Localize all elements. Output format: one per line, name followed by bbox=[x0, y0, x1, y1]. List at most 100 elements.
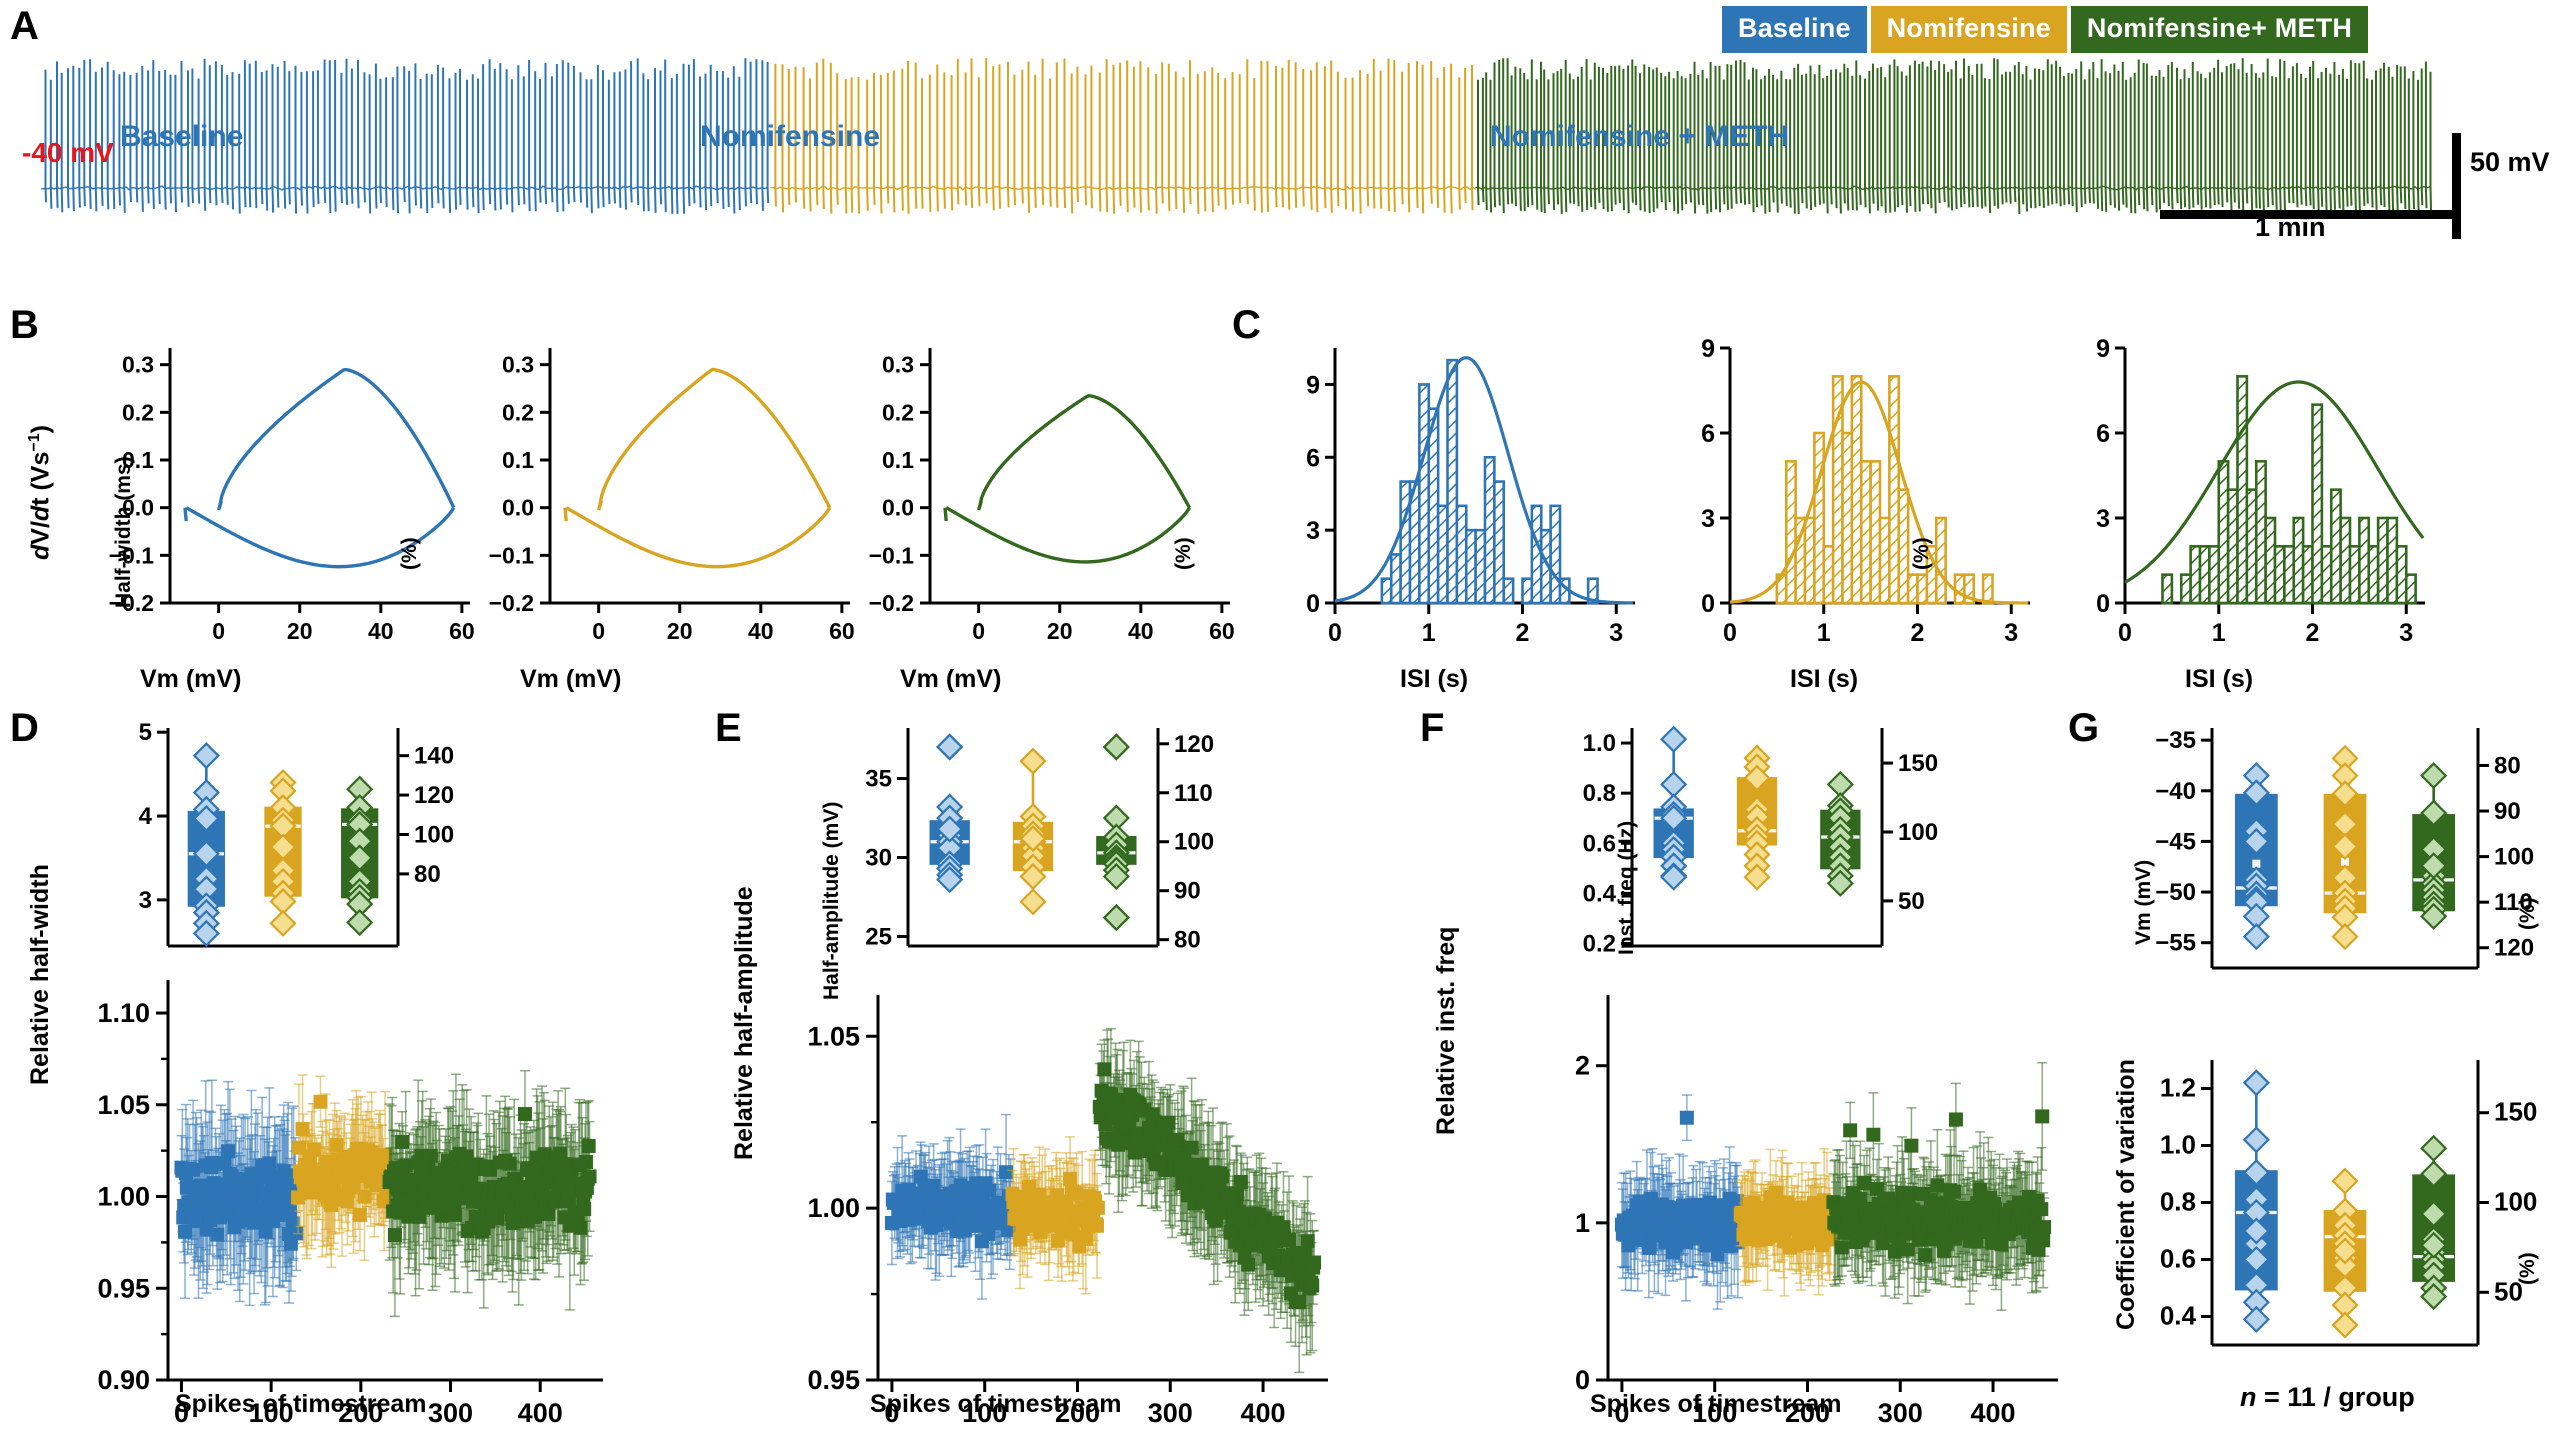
scatter-point bbox=[1305, 1278, 1320, 1293]
box-rtick: 100 bbox=[414, 821, 454, 848]
scatter-point bbox=[313, 1094, 328, 1109]
scatter-point bbox=[1090, 1200, 1105, 1215]
histogram-bar bbox=[1953, 573, 1966, 605]
box-rtick: 50 bbox=[2494, 1276, 2523, 1306]
box-rtick: 50 bbox=[1898, 888, 1925, 915]
histogram-fit-curve bbox=[1729, 380, 2029, 605]
box-data-point bbox=[2420, 902, 2448, 930]
panel-b-xtick: 0 bbox=[212, 618, 225, 644]
box-rtick: 150 bbox=[1898, 750, 1938, 777]
panel-b-xtick: 40 bbox=[368, 618, 394, 644]
box-data-point bbox=[192, 804, 220, 833]
histogram-fit-curve bbox=[1334, 356, 1634, 605]
n-italic: n bbox=[2240, 1382, 2257, 1412]
scatter-point bbox=[2037, 1220, 2052, 1235]
histogram-bar bbox=[2161, 573, 2174, 605]
panel-b-ytick: 0.0 bbox=[882, 495, 914, 521]
panel-b-ytick: −0.1 bbox=[489, 542, 535, 568]
trace-label-nomifensine: Nomifensine bbox=[700, 120, 881, 153]
panel-c-ytick: 0 bbox=[2096, 590, 2110, 618]
histogram-bar bbox=[1963, 573, 1976, 605]
box-ytick: −40 bbox=[2155, 778, 2196, 805]
box-data-point bbox=[2242, 1159, 2270, 1187]
histogram-bar bbox=[2376, 516, 2389, 605]
panel-c-xtick: 0 bbox=[1328, 619, 1342, 647]
histogram-bar bbox=[2404, 573, 2417, 605]
panel-c-ytick: 9 bbox=[1306, 371, 1320, 399]
histogram-bar bbox=[2208, 545, 2221, 605]
histogram-bar bbox=[1803, 516, 1816, 605]
histogram-bar bbox=[1502, 577, 1515, 605]
panel-b-ytick: −0.1 bbox=[109, 542, 155, 568]
scatter-xtick: 100 bbox=[249, 1398, 294, 1428]
panel-b-ytick: 0.3 bbox=[882, 352, 914, 378]
histogram-bar bbox=[2273, 545, 2286, 605]
box-ytick: 25 bbox=[865, 924, 892, 951]
box-data-point bbox=[2420, 1231, 2448, 1259]
box-data-point bbox=[2242, 1245, 2270, 1274]
panel-c-ytick: 3 bbox=[2096, 505, 2110, 533]
scatter-ytick: 0.95 bbox=[807, 1365, 860, 1395]
box-ytick: 4 bbox=[139, 803, 153, 830]
scatter-xtick: 100 bbox=[1692, 1398, 1737, 1428]
histogram-bar bbox=[1483, 455, 1496, 605]
panel-c-xtick: 2 bbox=[2306, 619, 2320, 647]
box-rtick: 100 bbox=[1174, 829, 1214, 856]
panel-d-xlabel: Spikes of timestream bbox=[175, 1390, 427, 1418]
box-data-point bbox=[2420, 1282, 2448, 1311]
scalebar-time-label: 1 min bbox=[2255, 212, 2326, 242]
panel-c-plots: 0 3 6 9 0 1 2 3 0 3 6 9 0 1 2 3 0 3 6 9 0 1 2 3 bbox=[1306, 335, 2425, 647]
box-data-point bbox=[2420, 799, 2448, 827]
histogram-bar bbox=[2320, 545, 2333, 605]
histogram-bar bbox=[1389, 553, 1402, 605]
histogram-bar bbox=[1813, 431, 1826, 605]
box-ytick: 30 bbox=[865, 845, 892, 872]
histogram-bar bbox=[1841, 431, 1854, 605]
trace-label-baseline: Baseline bbox=[120, 120, 244, 153]
scalebar-voltage-label: 50 mV bbox=[2470, 147, 2550, 177]
box-ytick: −45 bbox=[2155, 828, 2196, 855]
box-data-point bbox=[2242, 779, 2270, 807]
scatter-point bbox=[1679, 1110, 1694, 1125]
histogram-bar bbox=[1822, 545, 1835, 605]
scatter-point bbox=[2035, 1109, 2050, 1124]
box-ytick: 0.8 bbox=[1583, 780, 1616, 807]
panel-c-ytick: 9 bbox=[2096, 335, 2110, 363]
scatter-ytick: 1.10 bbox=[97, 998, 150, 1028]
scatter-xtick: 400 bbox=[1241, 1398, 1286, 1428]
box-data-point bbox=[936, 815, 964, 843]
panel-c-xtick: 0 bbox=[2118, 619, 2132, 647]
panel-b-xlabel-3: Vm (mV) bbox=[900, 665, 1002, 693]
panel-c-ytick: 3 bbox=[1306, 517, 1320, 545]
scatter-point bbox=[2036, 1233, 2051, 1248]
box-ytick: 35 bbox=[865, 766, 892, 793]
box-data-point bbox=[1019, 825, 1047, 853]
box-data-point bbox=[2242, 1217, 2270, 1245]
panel-c-xtick: 2 bbox=[1516, 619, 1530, 647]
panel-f-xlabel: Spikes of timestream bbox=[1590, 1390, 1842, 1418]
histogram-bar bbox=[2189, 545, 2202, 605]
panel-label-f: F bbox=[1420, 706, 1445, 750]
scatter-xtick: 400 bbox=[1971, 1398, 2016, 1428]
scatter-point bbox=[387, 1228, 402, 1243]
panel-b-xtick: 60 bbox=[1209, 618, 1235, 644]
histogram-bar bbox=[2301, 545, 2314, 605]
histogram-bar bbox=[1493, 480, 1506, 605]
histogram-bar bbox=[1446, 358, 1459, 605]
legend: Baseline Nomifensine Nomifensine+ METH bbox=[1722, 6, 2369, 53]
box-rtick: 120 bbox=[2494, 935, 2534, 962]
box-ytick: −55 bbox=[2155, 930, 2196, 957]
scatter-xtick: 200 bbox=[1055, 1398, 1100, 1428]
panel-b-xlabel-2: Vm (mV) bbox=[520, 665, 622, 693]
panel-b-ytick: 0.0 bbox=[502, 495, 534, 521]
panel-b-ytick: 0.0 bbox=[122, 495, 154, 521]
panel-b-ytick: 0.3 bbox=[502, 352, 534, 378]
scatter-xtick: 400 bbox=[518, 1398, 563, 1428]
histogram-bar bbox=[2395, 545, 2408, 605]
box-rtick: 120 bbox=[1174, 731, 1214, 758]
histogram-bar bbox=[1380, 577, 1393, 605]
box-rtick: 100 bbox=[1898, 819, 1938, 846]
trace-label-nomifensine-meth: Nomifensine + METH bbox=[1490, 120, 1790, 153]
box-data-point bbox=[346, 908, 374, 937]
box-rtick: 100 bbox=[2494, 844, 2534, 871]
